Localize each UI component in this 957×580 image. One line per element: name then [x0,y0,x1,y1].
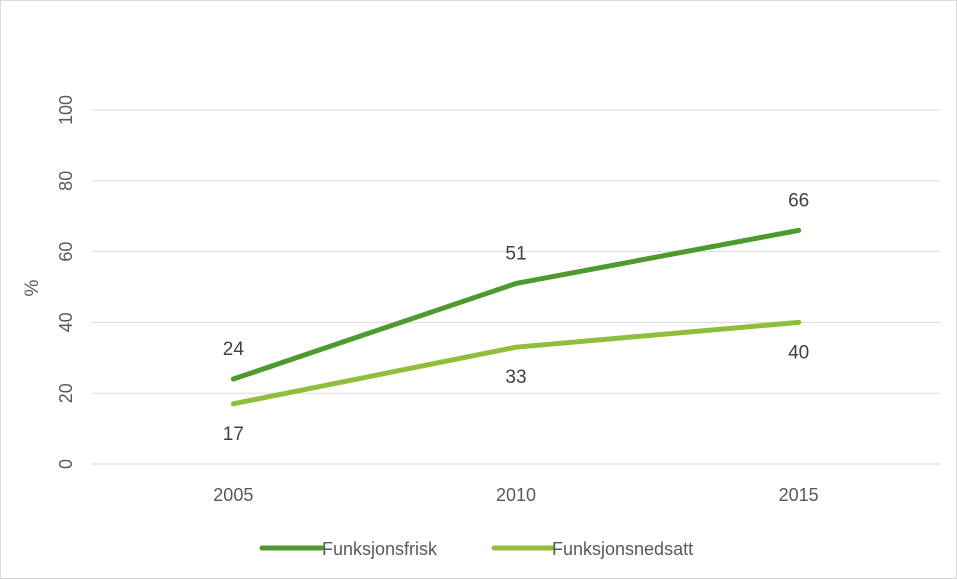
gridlines [92,109,940,465]
y-axis-title: % [22,279,43,296]
x-tick-label: 2015 [779,485,819,505]
data-label: 17 [223,424,244,445]
data-label: 24 [223,339,245,360]
data-label: 51 [505,243,526,264]
y-tick-label: 60 [56,242,76,262]
y-tick-label: 80 [56,171,76,191]
series-line-funksjonsnedsatt [230,319,802,407]
data-labels: 24 51 66 17 33 40 [223,190,809,444]
series-lines [230,227,802,407]
y-tick-label: 0 [56,459,76,469]
legend-label: Funksjonsfrisk [322,539,438,559]
x-tick-label: 2010 [496,485,536,505]
data-label: 40 [788,342,809,363]
legend-label: Funksjonsnedsatt [552,539,693,559]
legend: Funksjonsfrisk Funksjonsnedsatt [259,539,693,559]
y-tick-labels: 0 20 40 60 80 100 [56,95,76,469]
y-tick-label: 40 [56,312,76,332]
y-tick-label: 100 [56,95,76,125]
x-tick-label: 2005 [213,485,253,505]
y-tick-label: 20 [56,383,76,403]
data-label: 33 [505,367,526,388]
data-label: 66 [788,190,809,211]
x-tick-labels: 2005 2010 2015 [213,485,818,505]
series-line-funksjonsfrisk [230,227,802,382]
